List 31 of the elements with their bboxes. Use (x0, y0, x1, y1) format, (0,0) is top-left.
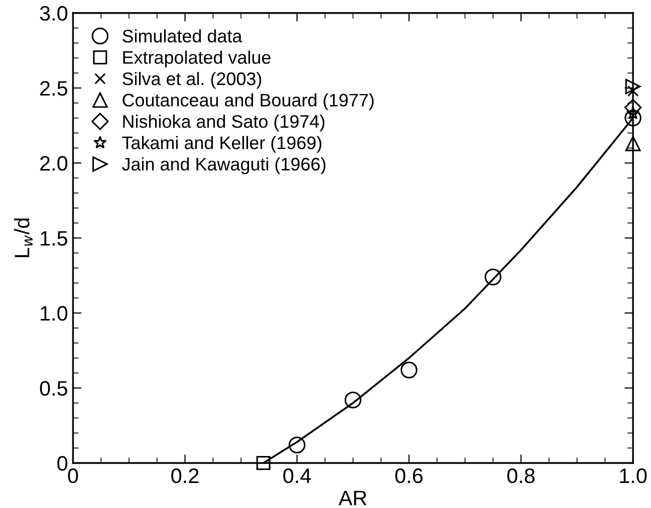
y-tick-label: 1.0 (40, 306, 68, 321)
point (256, 456, 270, 470)
point (625, 78, 641, 94)
point (288, 436, 306, 454)
legend-label: Extrapolated value (123, 50, 271, 68)
point (400, 362, 418, 378)
point (624, 98, 642, 116)
x-tick-label: 0.4 (283, 468, 311, 484)
y-tick-label: 2.0 (40, 156, 68, 171)
legend-label: Simulated data (122, 29, 242, 43)
y-tick-label: 2.5 (40, 81, 68, 96)
y-axis-title: L$_{w}$/d (14, 218, 33, 258)
y-tick-label: 0 (57, 456, 68, 471)
point (625, 136, 641, 152)
x-tick-label: 0.8 (507, 468, 535, 484)
x-tick-label: 0.2 (171, 468, 198, 484)
legend-label: Coutanceau and Bouard (1977) (122, 93, 374, 110)
legend-label: Jain and Kawaguti (1966) (122, 157, 326, 174)
legend-label: Takami and Keller (1969) (122, 136, 322, 153)
x-tick-label: 1.0 (620, 468, 647, 484)
legend-label: Silva et al. (2003) (122, 72, 262, 89)
legend-label: Nishioka and Sato (1974) (123, 114, 324, 132)
x-tick-label: 0 (68, 468, 78, 484)
point (344, 392, 362, 408)
y-tick-label: 1.5 (40, 231, 68, 246)
y-tick-label: 3.0 (40, 6, 68, 21)
x-axis-title: AR (338, 490, 367, 506)
y-tick-label: 0.5 (40, 381, 68, 396)
point (624, 110, 642, 126)
point (484, 268, 502, 286)
x-tick-label: 0.6 (395, 468, 423, 484)
